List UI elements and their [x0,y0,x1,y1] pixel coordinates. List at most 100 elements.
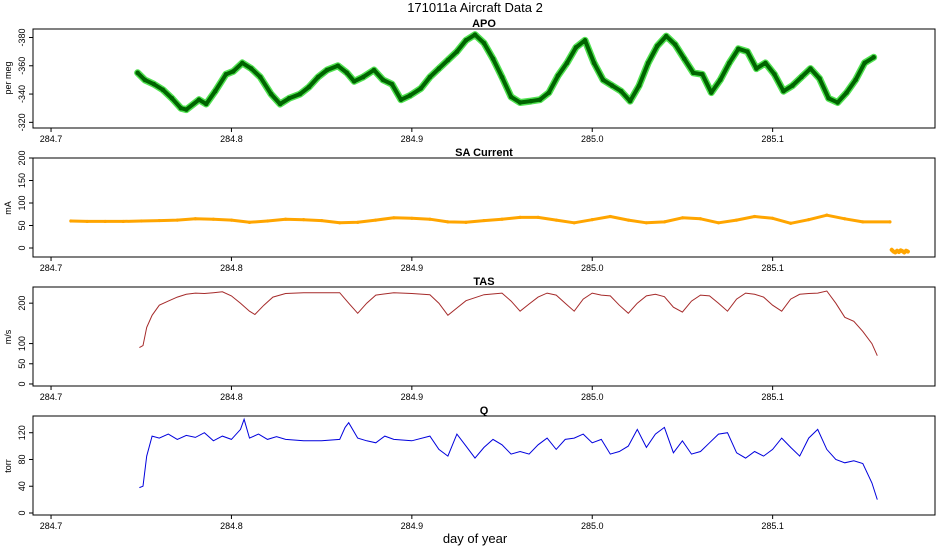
data-point [663,33,669,39]
plot-frame [32,157,936,258]
data-point [286,96,292,101]
data-point [781,88,786,94]
y-tick-label: -320 [17,113,27,131]
data-point [121,219,125,224]
series-points [69,213,892,225]
data-point [753,214,757,219]
data-point [248,66,254,71]
y-axis-label: mA [3,201,13,215]
data-point [555,73,561,78]
data-point [537,97,543,103]
y-tick-label: 50 [17,220,27,230]
data-point [654,43,660,49]
data-point [736,46,741,52]
data-point [371,67,377,73]
data-point [239,60,245,66]
data-point [178,105,184,111]
sa-current-panel: SA Current mA 284.7 284.8 284.9 285.0 285.1 0… [3,147,936,273]
y-tick-label: 150 [17,173,27,188]
data-point [536,215,540,219]
data-point [151,81,157,87]
data-point [499,74,505,80]
x-tick-label: 284.9 [401,134,424,144]
data-point [698,217,703,221]
data-point [464,220,468,224]
data-point [463,38,469,43]
data-point [808,66,813,71]
data-point [297,91,303,97]
data-point [454,49,460,54]
data-point [407,93,413,98]
data-point [600,77,606,83]
data-point [389,81,395,87]
data-point [835,100,840,105]
x-tick-label: 285.1 [761,134,784,144]
data-point [211,217,215,221]
data-point [157,218,161,223]
y-axis-label: per meg [3,61,13,94]
tas-panel: TAS m/s 284.7 284.8 284.9 285.0 285.1 0 50 100 2… [3,276,936,402]
data-point [380,77,386,83]
x-tick-label: 285.1 [761,392,784,402]
data-point [508,94,514,100]
data-point [709,90,714,95]
data-point [258,74,263,80]
y-axis-label: m/s [3,329,13,344]
data-point [754,66,759,71]
y-tick-label: 100 [17,336,27,351]
data-point [320,218,324,223]
x-tick-label: 285.1 [761,263,784,273]
data-point [193,217,197,221]
plot-frame [32,286,936,387]
data-point [184,107,189,112]
figure-xlabel: day of year [443,531,508,546]
data-point [203,101,209,107]
data-point [763,60,768,66]
data-point [680,216,685,220]
data-point [807,218,811,222]
data-point [690,70,696,76]
y-tick-label: 0 [17,510,27,515]
data-point [356,220,360,224]
data-point [85,219,89,224]
y-tick-label: -380 [17,28,27,46]
data-point [609,83,615,88]
data-point [212,88,218,94]
panel-title: TAS [473,276,494,288]
panel-title: SA Current [455,147,513,159]
series-scatter-band [134,31,878,114]
data-point [472,32,478,37]
panel-title: APO [472,18,496,30]
data-point [436,66,442,71]
data-point [518,215,522,219]
data-point [844,90,849,95]
data-point [871,54,876,60]
data-point [564,60,570,66]
data-point [573,45,579,50]
data-point [799,74,804,80]
x-tick-label: 284.7 [40,392,63,402]
x-tick-label: 285.0 [581,521,604,531]
x-tick-label: 284.8 [220,263,243,273]
y-tick-label: 200 [17,296,27,311]
data-point [135,70,140,76]
data-point [360,74,366,80]
y-tick-label: 200 [17,150,27,165]
data-point [482,218,486,223]
q-panel: Q torr 284.7 284.8 284.9 285.0 285.1 0 40 80 120 [3,405,936,531]
data-point [636,83,642,88]
data-point [196,97,202,103]
x-tick-label: 284.9 [401,263,424,273]
x-tick-label: 285.0 [581,392,604,402]
data-point [734,218,739,222]
data-point [608,214,612,219]
series-scatter-core [135,32,876,112]
y-tick-label: 80 [17,454,27,464]
data-point [862,60,867,66]
data-point [160,87,166,93]
apo-panel: APO per meg 284.7 284.8 284.9 285.0 285.1 -32… [3,18,936,144]
data-point [817,76,822,81]
x-tick-label: 284.9 [401,392,424,402]
data-point [645,60,651,66]
data-point [247,220,252,224]
